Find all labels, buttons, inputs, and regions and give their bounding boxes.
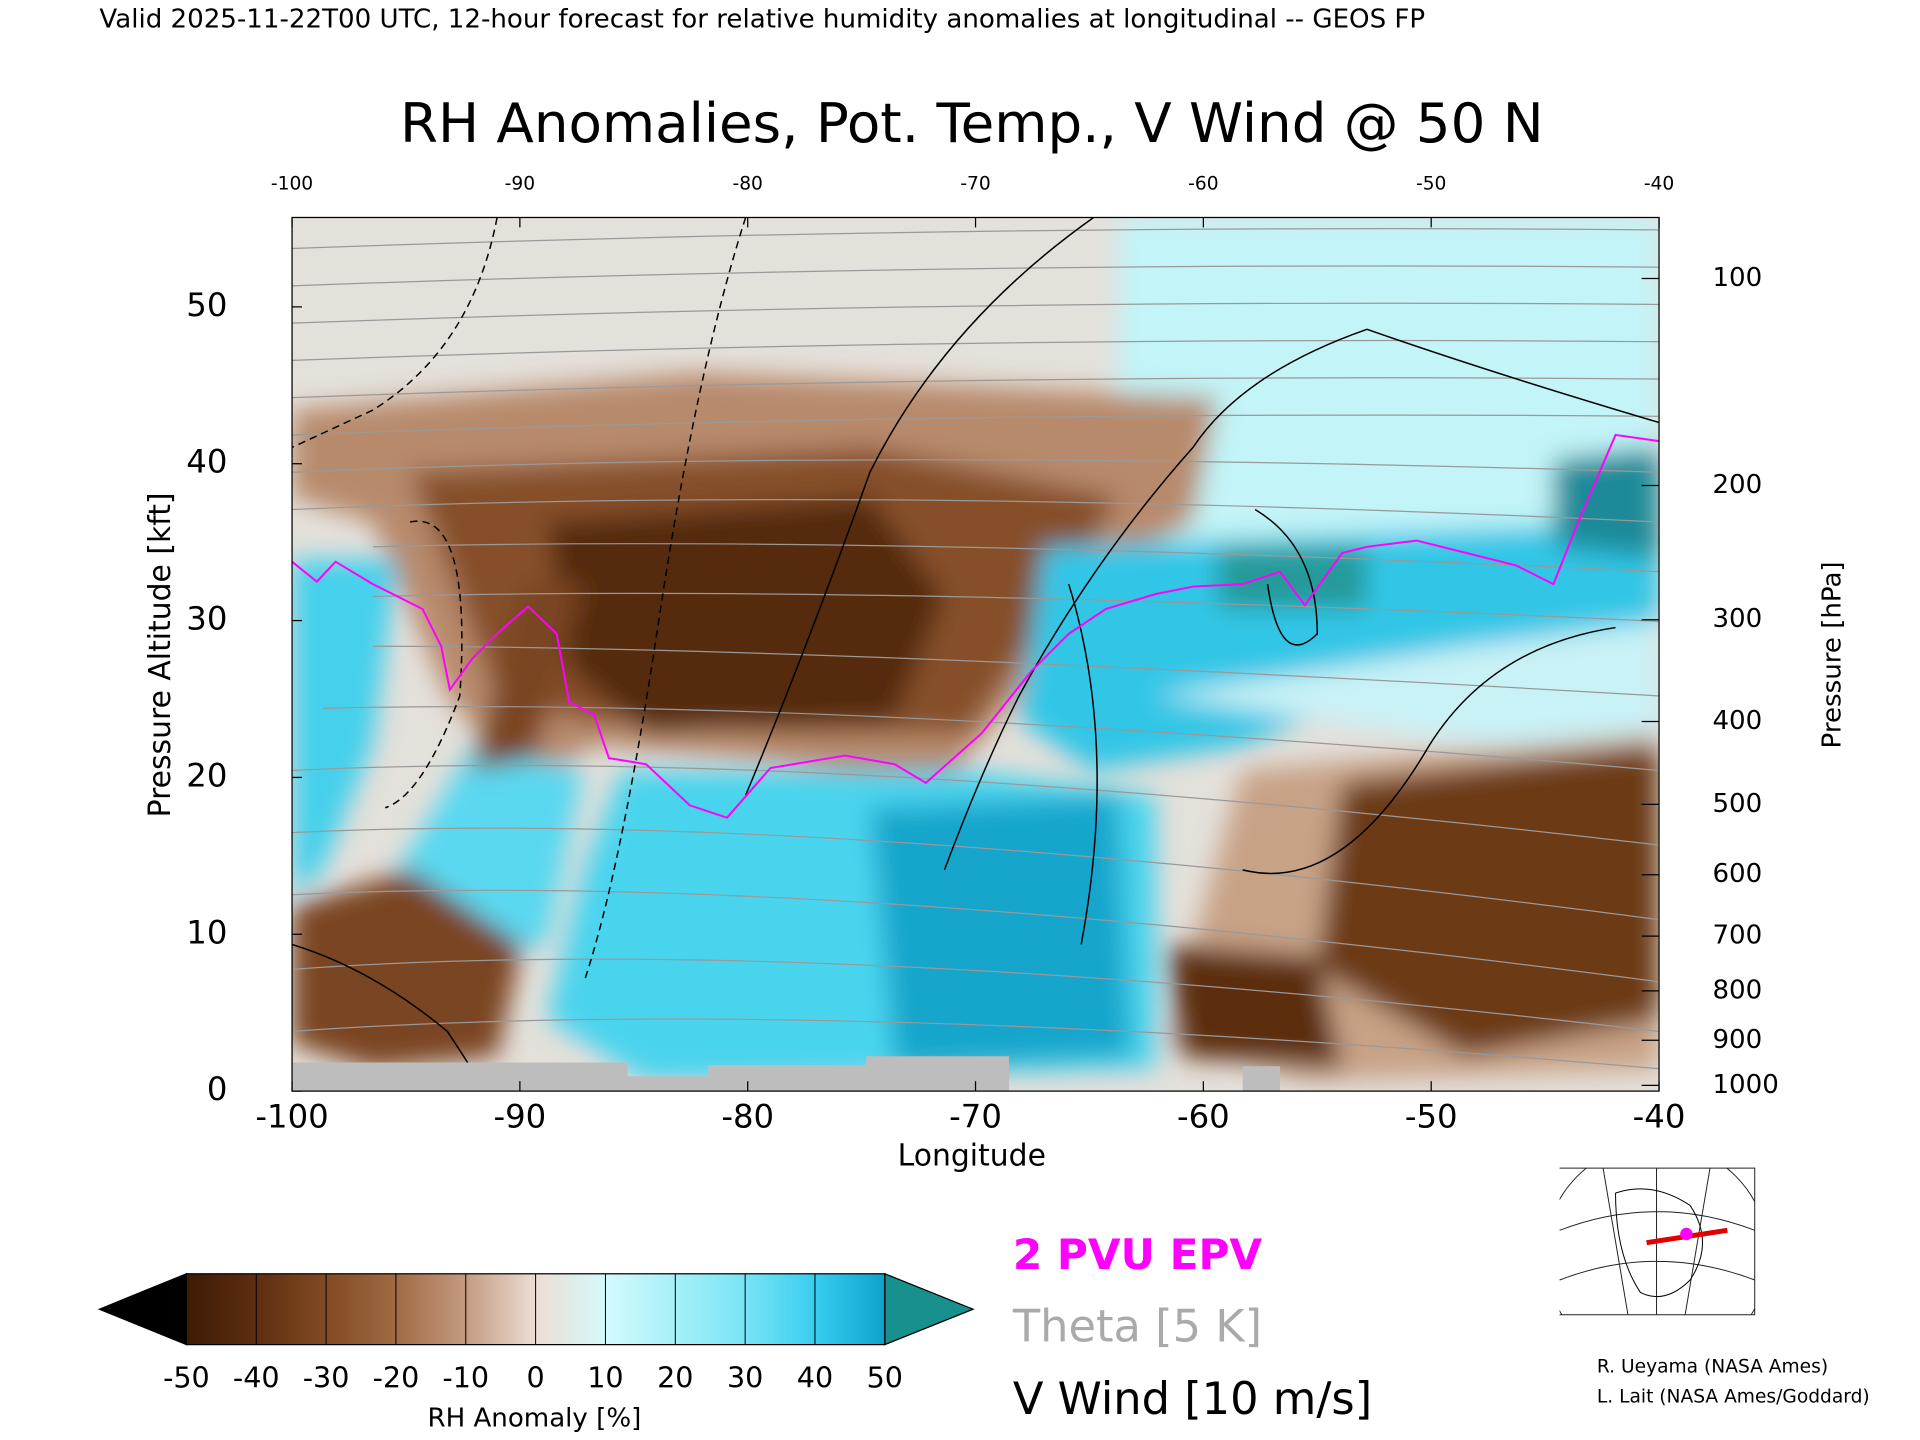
y-tick-label: 30 — [186, 600, 227, 638]
y2-tick-label: 300 — [1712, 604, 1762, 634]
y2-tick-label: 200 — [1712, 470, 1762, 500]
y2-tick-label: 1000 — [1712, 1070, 1778, 1100]
credit: L. Lait (NASA Ames/Goddard) — [1597, 1386, 1870, 1407]
y2-tick-label: 400 — [1712, 706, 1762, 736]
y2-tick-label: 100 — [1712, 263, 1762, 293]
colorbar-tick-label: 30 — [727, 1360, 763, 1394]
x-tick-label: -80 — [721, 1097, 774, 1135]
x-tick-label: -100 — [255, 1097, 328, 1135]
x-tick-label: -60 — [1177, 1097, 1230, 1135]
colorbar-tick-label: -30 — [303, 1360, 350, 1394]
credit: R. Ueyama (NASA Ames) — [1597, 1356, 1828, 1377]
y2-tick-label: 900 — [1712, 1025, 1762, 1055]
x-tick-label-top: -40 — [1644, 173, 1674, 194]
colorbar-tick-label: -10 — [442, 1360, 489, 1394]
header: Valid 2025-11-22T00 UTC, 12-hour forecas… — [99, 4, 1425, 34]
y2-tick-label: 700 — [1712, 921, 1762, 951]
y2-axis-label: Pressure [hPa] — [1818, 561, 1848, 748]
colorbar-tick-label: 40 — [797, 1360, 833, 1394]
y-tick-label: 20 — [186, 756, 227, 794]
colorbar-tick-label: 50 — [867, 1360, 903, 1394]
y2-tick-label: 600 — [1712, 859, 1762, 889]
x-axis-label: Longitude — [898, 1138, 1046, 1173]
y-tick-label: 10 — [186, 913, 227, 951]
x-tick-label-top: -60 — [1188, 173, 1218, 194]
x-tick-label-top: -80 — [732, 173, 762, 194]
colorbar-tick-label: 0 — [527, 1360, 545, 1394]
colorbar-tick-label: -20 — [373, 1360, 420, 1394]
colorbar-tick-label: 10 — [587, 1360, 623, 1394]
x-tick-label-top: -100 — [271, 173, 313, 194]
x-tick-label-top: -70 — [960, 173, 990, 194]
y2-tick-label: 500 — [1712, 789, 1762, 819]
y-tick-label: 50 — [186, 286, 227, 324]
x-tick-label: -40 — [1633, 1097, 1686, 1135]
colorbar-label: RH Anomaly [%] — [427, 1404, 641, 1434]
colorbar-tick-label: 20 — [657, 1360, 693, 1394]
colorbar-under — [97, 1272, 188, 1346]
x-tick-label: -50 — [1405, 1097, 1458, 1135]
legend-entry: 2 PVU EPV — [1013, 1230, 1263, 1279]
colorbar-over — [884, 1272, 975, 1346]
legend-entry: V Wind [10 m/s] — [1013, 1372, 1372, 1425]
colorbar-tick-label: -40 — [233, 1360, 280, 1394]
y-axis-label: Pressure Altitude [kft] — [143, 492, 178, 817]
x-tick-label: -90 — [493, 1097, 546, 1135]
y-tick-label: 0 — [207, 1070, 228, 1108]
colorbar-tick-label: -50 — [163, 1360, 210, 1394]
x-tick-label: -70 — [949, 1097, 1002, 1135]
field — [292, 217, 1660, 1092]
chart-title: RH Anomalies, Pot. Temp., V Wind @ 50 N — [400, 91, 1544, 155]
y-tick-label: 40 — [186, 443, 227, 481]
x-tick-label-top: -90 — [505, 173, 535, 194]
inset-map — [1559, 1167, 1756, 1316]
legend-entry: Theta [5 K] — [1012, 1300, 1262, 1353]
y2-tick-label: 800 — [1712, 975, 1762, 1005]
x-tick-label-top: -50 — [1416, 173, 1446, 194]
